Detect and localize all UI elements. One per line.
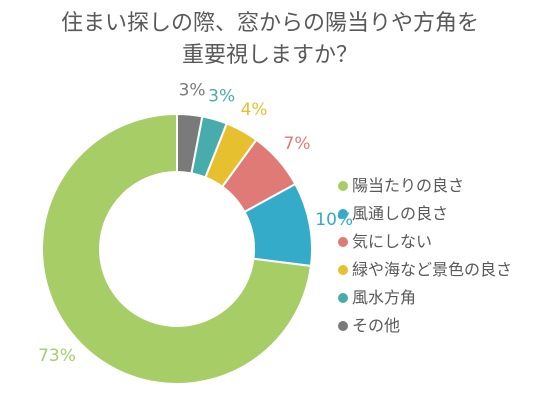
legend-item-0: 陽当たりの良さ	[338, 176, 512, 204]
chart-title-line-1: 住まい探しの際、窓からの陽当りや方角を	[60, 11, 479, 36]
donut-slices	[41, 112, 313, 385]
legend-swatch-1	[338, 209, 348, 219]
legend-label-4: 風水方角	[352, 288, 417, 307]
data-label-0: 73%	[38, 346, 76, 366]
legend-item-5: その他	[338, 316, 512, 344]
legend-swatch-2	[338, 237, 348, 247]
legend-label-5: その他	[352, 316, 401, 335]
legend-item-2: 気にしない	[338, 232, 512, 260]
chart-title-line-2: 重要視しますか？	[181, 43, 358, 68]
legend-label-1: 風通しの良さ	[352, 204, 449, 223]
data-label-4: 3%	[208, 86, 235, 106]
legend-label-2: 気にしない	[352, 232, 433, 251]
legend-swatch-3	[338, 265, 348, 275]
data-label-3: 4%	[241, 100, 268, 120]
legend-swatch-5	[338, 321, 348, 331]
legend-label-0: 陽当たりの良さ	[352, 176, 465, 195]
data-label-5: 3%	[179, 81, 206, 101]
legend-label-3: 緑や海など景色の良さ	[352, 260, 513, 279]
chart-legend: 陽当たりの良さ 風通しの良さ 気にしない 緑や海など景色の良さ 風水方角 その他	[338, 176, 512, 344]
donut-slice-0	[41, 112, 313, 385]
legend-item-3: 緑や海など景色の良さ	[338, 260, 512, 288]
data-label-2: 7%	[284, 134, 311, 154]
legend-item-4: 風水方角	[338, 288, 512, 316]
chart-title: 住まい探しの際、窓からの陽当りや方角を 重要視しますか？	[0, 8, 540, 72]
legend-item-1: 風通しの良さ	[338, 204, 512, 232]
legend-swatch-0	[338, 181, 348, 191]
donut-slice-5	[176, 112, 204, 175]
legend-swatch-4	[338, 293, 348, 303]
